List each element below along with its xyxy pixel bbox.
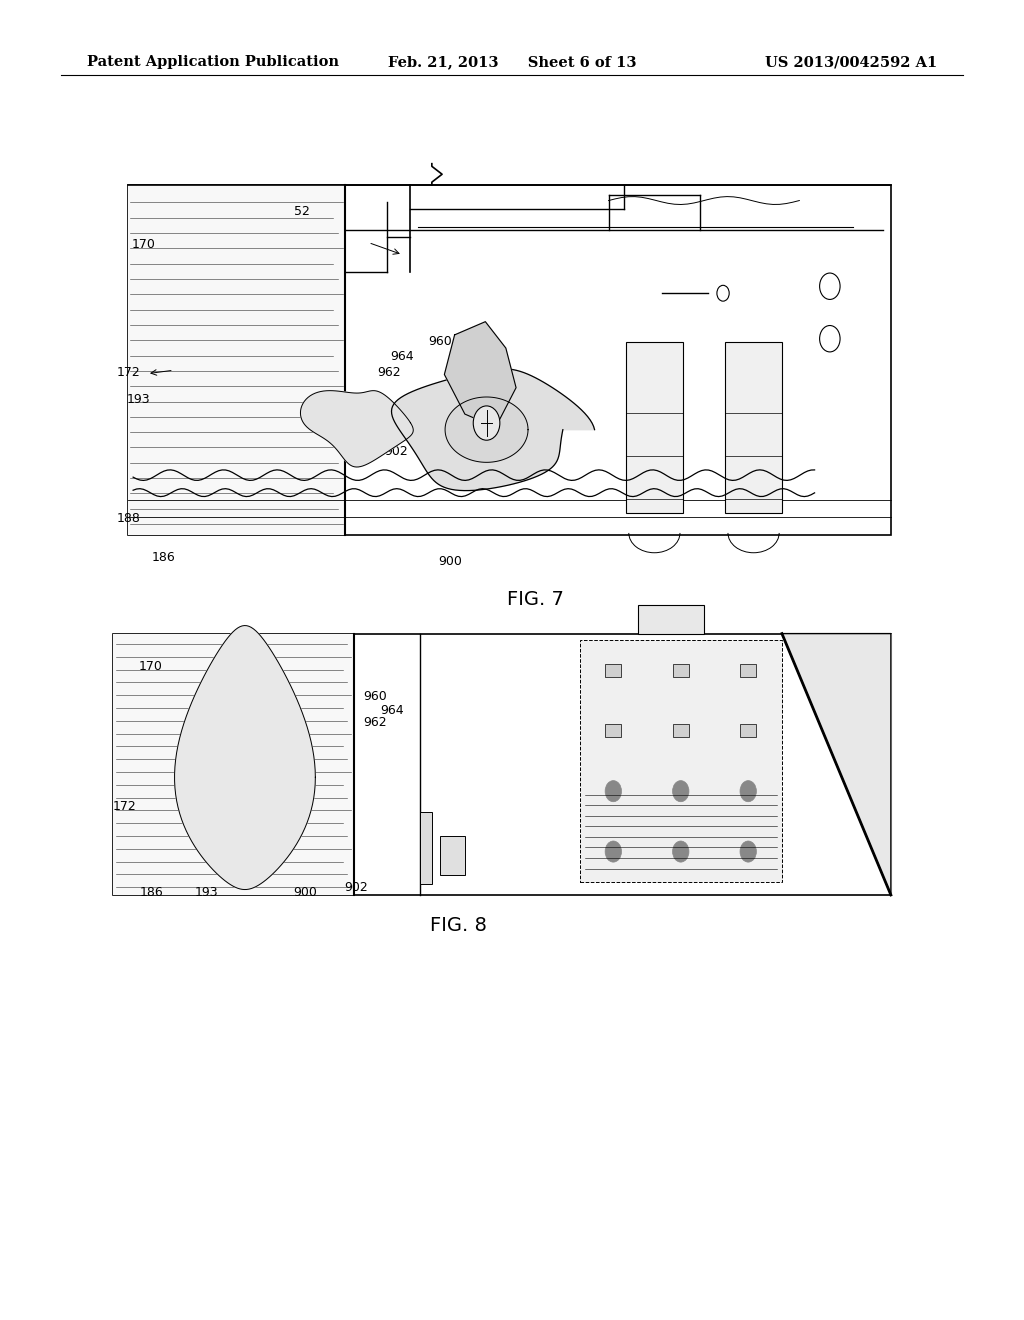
Circle shape bbox=[740, 841, 757, 862]
Text: Feb. 21, 2013  Sheet 6 of 13: Feb. 21, 2013 Sheet 6 of 13 bbox=[388, 55, 636, 69]
Bar bbox=[740, 664, 757, 677]
Text: 186: 186 bbox=[152, 550, 176, 564]
Polygon shape bbox=[300, 391, 414, 467]
Circle shape bbox=[605, 841, 622, 862]
Bar bbox=[605, 664, 622, 677]
Bar bbox=[113, 634, 354, 895]
Polygon shape bbox=[782, 634, 891, 895]
Text: FIG. 7: FIG. 7 bbox=[507, 590, 564, 609]
Bar bbox=[626, 342, 683, 513]
Text: 193: 193 bbox=[195, 886, 219, 899]
Text: 900: 900 bbox=[438, 554, 463, 568]
Bar bbox=[638, 605, 705, 634]
Bar bbox=[439, 836, 465, 875]
Bar bbox=[128, 185, 345, 535]
Text: 188: 188 bbox=[117, 512, 141, 525]
Bar bbox=[128, 185, 891, 535]
Text: 172: 172 bbox=[117, 366, 141, 379]
Polygon shape bbox=[391, 368, 595, 491]
Text: 902: 902 bbox=[384, 445, 409, 458]
Text: 186: 186 bbox=[139, 886, 164, 899]
Circle shape bbox=[673, 780, 689, 801]
Text: 90: 90 bbox=[445, 391, 462, 404]
Circle shape bbox=[605, 780, 622, 801]
Bar bbox=[740, 725, 757, 738]
Text: 52: 52 bbox=[294, 205, 310, 218]
Text: 964: 964 bbox=[380, 704, 404, 717]
Text: 960: 960 bbox=[428, 335, 453, 348]
Text: 170: 170 bbox=[131, 238, 156, 251]
Text: US 2013/0042592 A1: US 2013/0042592 A1 bbox=[765, 55, 937, 69]
Text: 170: 170 bbox=[138, 660, 163, 673]
Text: Patent Application Publication: Patent Application Publication bbox=[87, 55, 339, 69]
Circle shape bbox=[473, 407, 500, 441]
Bar bbox=[113, 634, 891, 895]
Text: FIG. 8: FIG. 8 bbox=[430, 916, 487, 935]
Polygon shape bbox=[445, 397, 528, 462]
Bar bbox=[420, 812, 432, 884]
Text: 962: 962 bbox=[377, 366, 401, 379]
Bar bbox=[725, 342, 782, 513]
Polygon shape bbox=[444, 322, 516, 428]
Text: 962: 962 bbox=[362, 715, 387, 729]
Circle shape bbox=[673, 841, 689, 862]
Circle shape bbox=[740, 780, 757, 801]
Bar bbox=[673, 725, 689, 738]
Text: 900: 900 bbox=[293, 886, 317, 899]
Bar bbox=[580, 640, 782, 882]
Text: 193: 193 bbox=[126, 393, 151, 407]
Text: 960: 960 bbox=[362, 690, 387, 704]
Text: 902: 902 bbox=[344, 880, 369, 894]
Bar bbox=[605, 725, 622, 738]
Text: 172: 172 bbox=[113, 800, 137, 813]
Text: 964: 964 bbox=[390, 350, 415, 363]
Bar bbox=[673, 664, 689, 677]
Polygon shape bbox=[174, 626, 315, 890]
